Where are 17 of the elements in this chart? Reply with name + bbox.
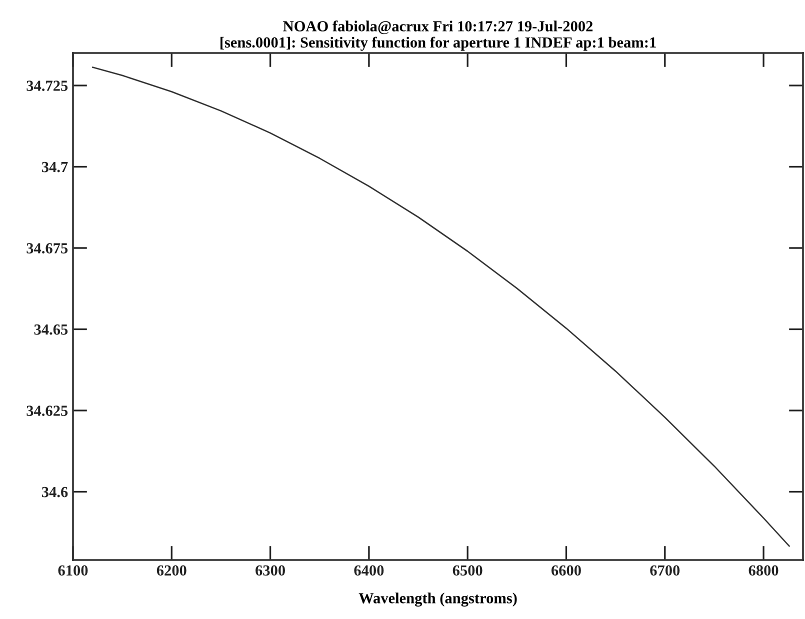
x-axis-title: Wavelength (angstroms) [358, 592, 517, 607]
y-tick-label: 34.725 [26, 80, 68, 92]
x-tick-label: 6200 [156, 565, 186, 576]
x-tick-label: 6700 [650, 565, 680, 576]
x-tick-label: 6600 [551, 565, 581, 576]
x-tick-label: 6400 [354, 565, 384, 576]
chart-title: NOAO fabiola@acrux Fri 10:17:27 19-Jul-2002 [sens.0001]: Sensitivity function for aperture 1 INDEF ap:1 beam:1 [220, 20, 656, 51]
y-tick-label: 34.675 [26, 243, 68, 254]
x-tick-label: 6100 [58, 565, 88, 576]
x-tick-label: 6500 [452, 565, 482, 576]
y-tick-label: 34.625 [26, 406, 68, 416]
y-tick-label: 34.6 [42, 486, 68, 498]
line-series [92, 66, 790, 547]
y-tick-label: 34.7 [42, 162, 68, 172]
y-tick-label: 34.65 [34, 324, 68, 335]
x-tick-label: 6300 [256, 565, 285, 576]
x-tick-label: 6800 [748, 565, 778, 576]
